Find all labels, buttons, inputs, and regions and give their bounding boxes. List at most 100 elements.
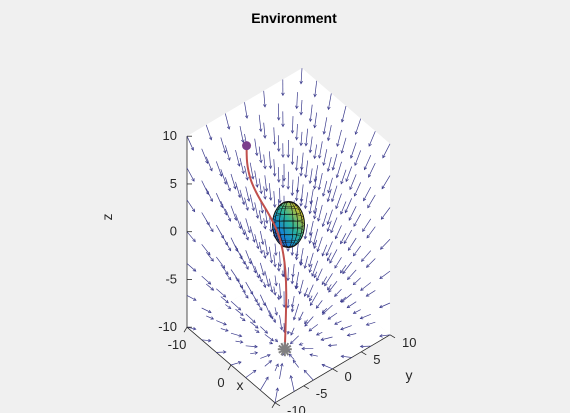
quiver-arrowhead [309,200,313,205]
quiver-arrowhead [295,105,299,110]
quiver-arrow [299,248,304,265]
quiver-arrowhead [353,223,357,227]
quiver-arrow [311,260,319,277]
quiver-arrowhead [225,299,229,304]
quiver-arrow [186,167,195,182]
quiver-arrowhead [381,185,385,190]
quiver-arrow [224,113,230,130]
quiver-arrow [341,137,347,154]
quiver-arrow [239,189,245,205]
quiver-arrowhead [242,317,246,322]
quiver-arrowhead [247,229,251,234]
quiver-arrow [379,334,391,337]
quiver-arrowhead [299,203,303,207]
quiver-arrow [347,269,357,280]
quiver-arrow [310,189,314,204]
quiver-arrowhead [227,276,232,281]
quiver-arrow [254,170,258,188]
quiver-arrow [259,262,265,276]
quiver-arrowhead [279,326,284,331]
quiver-arrowhead [301,346,305,351]
quiver-arrow [260,326,268,334]
quiver-arrowhead [272,141,277,146]
quiver-arrow [366,290,376,297]
quiver-arrowhead [303,235,308,240]
quiver-arrowhead [208,136,213,141]
quiver-arrowhead [294,256,299,261]
z-tick-label: -10 [158,319,177,334]
quiver-arrowhead [255,329,260,333]
quiver-arrow [239,157,245,174]
quiver-arrow [263,186,266,200]
quiver-arrowhead [241,170,245,175]
quiver-arrowhead [263,104,267,108]
quiver-arrow [264,302,272,318]
quiver-arrow [354,150,362,166]
z-tick-label: 10 [163,128,177,143]
quiver-arrowhead [192,326,197,331]
quiver-arrow [245,281,254,295]
quiver-arrowhead [313,124,317,129]
quiver-arrowhead [206,221,210,226]
quiver-arrowhead [262,302,266,307]
quiver-arrowhead [250,291,254,295]
quiver-arrow [290,327,295,336]
back-plane-right [302,68,390,335]
quiver-arrowhead [266,283,270,288]
y-tick-mark [332,368,338,373]
y-tick-label: -10 [287,403,306,413]
quiver-arrow [224,145,231,161]
quiver-arrowhead [298,261,303,266]
quiver-arrow [277,135,280,152]
quiver-arrow [325,241,333,256]
quiver-arrow [186,263,197,272]
quiver-arrowhead [268,197,273,201]
quiver-arrowhead [313,210,317,214]
quiver-arrowhead [261,272,265,277]
quiver-arrow [274,363,279,372]
quiver-arrowhead [327,189,331,194]
quiver-arrow [273,127,276,145]
quiver-arrowhead [379,304,383,309]
quiver-arrowhead [227,157,231,161]
quiver-arrowhead [315,305,320,309]
quiver-arrowhead [192,268,197,272]
quiver-arrow [291,307,294,312]
quiver-arrowhead [219,173,223,177]
quiver-arrowhead [334,235,339,240]
quiver-arrow [277,294,280,300]
quiver-arrow [309,263,313,273]
quiver-arrowhead [289,340,294,345]
quiver-arrowhead [303,265,307,269]
quiver-arrowhead [334,293,338,297]
quiver-arrow [336,161,342,178]
quiver-arrow [314,112,318,128]
quiver-arrow [355,118,362,135]
quiver-arrowhead [348,217,352,221]
quiver-arrowhead [222,294,227,298]
quiver-arrowhead [207,309,212,314]
quiver-arrow [239,126,244,143]
quiver-arrowhead [309,302,314,307]
quiver-arrowhead [207,281,212,285]
quiver-arrow [292,116,294,134]
quiver-arrowhead [311,273,315,277]
quiver-arrow [296,92,298,109]
quiver-arrowhead [223,322,227,326]
quiver-arrowhead [299,198,304,203]
quiver-arrowhead [317,218,321,222]
quiver-arrowhead [361,258,365,262]
quiver-arrowhead [259,250,263,255]
quiver-arrow [379,302,391,308]
quiver-arrow [258,146,262,163]
quiver-arrow [334,257,342,269]
z-tick-label: -5 [165,271,177,286]
quiver-arrow [291,147,294,165]
quiver-arrow [304,255,309,269]
quiver-arrowhead [277,268,281,272]
quiver-arrow [379,270,391,279]
quiver-arrow [274,243,277,256]
quiver-arrow [277,262,280,272]
quiver-arrow [254,202,259,219]
quiver-arrow [274,307,278,316]
